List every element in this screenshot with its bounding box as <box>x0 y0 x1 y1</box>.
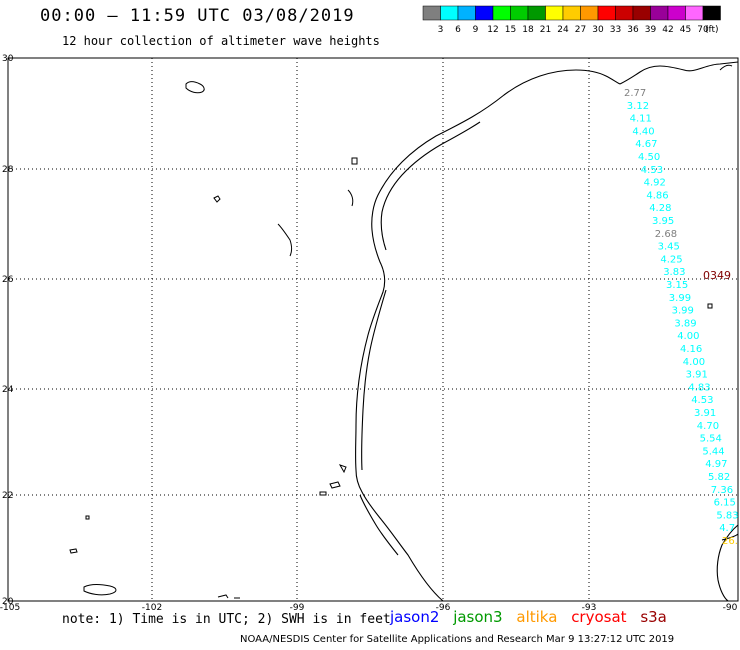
lat-label-26: 26 <box>2 275 14 285</box>
lat-label-22: 22 <box>2 491 13 501</box>
lat-label-30: 30 <box>2 54 14 64</box>
color-swatch-16 <box>702 5 721 21</box>
pass-time-label: 0349 <box>703 269 731 282</box>
color-scale-label: 33 <box>610 25 621 35</box>
color-scale-label: 45 <box>680 25 691 35</box>
mission-jason3: jason3 <box>453 608 503 626</box>
swh-value-label: 4.67 <box>635 139 657 150</box>
swh-value-label: 4.28 <box>649 203 671 214</box>
swh-value-label: 3.15 <box>666 280 688 291</box>
lon-label-102: -102 <box>142 603 162 613</box>
swh-value-label: 3.12 <box>627 101 649 112</box>
coastline <box>355 61 739 602</box>
altimeter-track: 2.77 3.12 4.114.40 4.67 4.50 4.53 4.924.86 4.28… <box>624 88 739 547</box>
color-scale-label: 27 <box>575 25 586 35</box>
swh-value-label: 3.45 <box>658 242 680 253</box>
swh-value-label: 3.89 <box>674 318 696 329</box>
swh-value-label: 4.50 <box>638 152 660 163</box>
lon-labels: -105 -102 -99 -96 -93 -90 <box>0 603 738 613</box>
swh-value-label: 3.91 <box>694 408 716 419</box>
lat-label-28: 28 <box>2 165 14 175</box>
graticule <box>8 58 738 601</box>
map-title: 00:00 – 11:59 UTC 03/08/2019 <box>40 6 355 26</box>
lon-label-93: -93 <box>582 603 597 613</box>
lat-label-24: 24 <box>2 385 14 395</box>
credit-line: NOAA/NESDIS Center for Satellite Applica… <box>240 634 675 645</box>
swh-value-label: 3.95 <box>652 216 674 227</box>
swh-value-label: 4.53 <box>641 165 663 176</box>
swh-value-label: 4.83 <box>688 382 710 393</box>
lon-label-105: -105 <box>0 603 20 613</box>
swh-value-label: 4.40 <box>632 126 654 137</box>
swh-value-label: 4.86 <box>646 190 668 201</box>
mission-altika: altika <box>516 608 558 626</box>
swh-value-label: 7.36 <box>711 485 733 496</box>
swh-value-label: 3.99 <box>672 306 694 317</box>
color-scale-label: 24 <box>557 25 569 35</box>
swh-value-label: 5.44 <box>702 446 724 457</box>
swh-value-label: 3.83 <box>663 267 685 278</box>
lat-label-20: 20 <box>2 597 14 607</box>
lon-label-96: -96 <box>436 603 451 613</box>
swh-value-label: 2.77 <box>624 88 646 99</box>
color-scale-label: 70 <box>697 25 709 35</box>
color-scale-label: 15 <box>505 25 516 35</box>
swh-value-label: 2.68 <box>655 229 677 240</box>
lon-label-90: -90 <box>723 603 738 613</box>
map-subtitle: 12 hour collection of altimeter wave hei… <box>62 34 380 48</box>
color-scale-label: 12 <box>487 25 498 35</box>
lat-labels: 30 28 26 24 22 20 <box>2 54 14 607</box>
note-text: note: 1) Time is in UTC; 2) SWH is in fe… <box>62 612 391 627</box>
color-scale-label: 18 <box>522 25 534 35</box>
color-scale-label: 42 <box>662 25 673 35</box>
lon-label-99: -99 <box>290 603 305 613</box>
swh-value-label: 4.53 <box>691 395 713 406</box>
color-scale-legend: 3 6 9 12 15 18 21 24 27 30 33 36 39 42 45 70(ft) <box>422 5 721 35</box>
swh-value-label: 3.99 <box>669 293 691 304</box>
swh-value-label: 4.25 <box>660 254 682 265</box>
color-scale-label: 30 <box>592 25 604 35</box>
color-scale-label: 3 <box>438 25 444 35</box>
mission-jason2: jason2 <box>390 608 440 626</box>
swh-value-label: 4.70 <box>697 421 719 432</box>
color-scale-label: 21 <box>540 25 551 35</box>
color-scale-label: 39 <box>645 25 657 35</box>
islands <box>69 64 733 599</box>
color-scale-label: 6 <box>455 25 461 35</box>
swh-value-label: 4.97 <box>705 459 727 470</box>
swh-value-label: 4.16 <box>680 344 702 355</box>
map-frame <box>7 57 739 602</box>
swh-value-label: 5.54 <box>700 434 722 445</box>
swh-value-label: 5.83 <box>716 510 738 521</box>
swh-value-label: 4.7 <box>719 523 735 534</box>
swh-value-label: 6.15 <box>714 498 736 509</box>
swh-value-label: 5.82 <box>708 472 730 483</box>
mission-s3a: s3a <box>640 608 667 626</box>
color-scale-label: (ft) <box>705 25 719 35</box>
color-scale-label: 9 <box>473 25 479 35</box>
mission-legend: jason2 jason3 altika cryosat s3a <box>390 608 676 626</box>
swh-value-label: 4.92 <box>644 178 666 189</box>
swh-value-label: 26. <box>722 536 738 547</box>
swh-value-label: 3.91 <box>686 370 708 381</box>
swh-value-label: 4.11 <box>630 114 652 125</box>
mission-cryosat: cryosat <box>571 608 627 626</box>
swh-value-label: 4.00 <box>683 357 705 368</box>
color-scale-label: 36 <box>627 25 639 35</box>
swh-value-label: 4.00 <box>677 331 699 342</box>
